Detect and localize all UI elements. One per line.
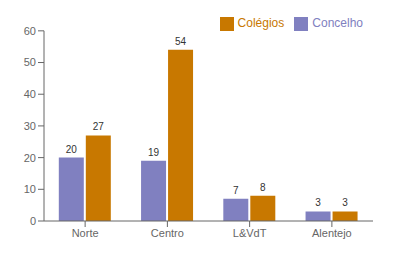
svg-text:19: 19 — [148, 147, 160, 158]
svg-text:60: 60 — [24, 25, 36, 37]
svg-text:20: 20 — [24, 152, 36, 164]
svg-text:Alentejo: Alentejo — [312, 227, 352, 239]
svg-text:54: 54 — [175, 36, 187, 47]
svg-text:7: 7 — [233, 185, 239, 196]
svg-text:Norte: Norte — [72, 227, 99, 239]
html-text:Colégios: Colégios — [237, 16, 285, 30]
svg-text:3: 3 — [342, 197, 348, 208]
svg-text:50: 50 — [24, 56, 36, 68]
html-text:Concelho: Concelho — [312, 16, 363, 30]
svg-text:3: 3 — [315, 197, 321, 208]
svg-text:30: 30 — [24, 120, 36, 132]
svg-text:0: 0 — [30, 215, 36, 227]
svg-text:Centro: Centro — [151, 227, 184, 239]
svg-text:20: 20 — [66, 144, 78, 155]
svg-text:8: 8 — [260, 182, 266, 193]
svg-text:L&VdT: L&VdT — [233, 227, 267, 239]
svg-text:27: 27 — [93, 121, 105, 132]
svg-text:10: 10 — [24, 183, 36, 195]
svg-text:40: 40 — [24, 88, 36, 100]
